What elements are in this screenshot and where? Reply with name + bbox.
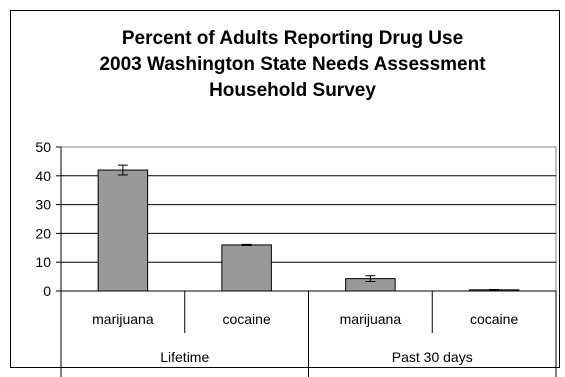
chart-title-line-3: Household Survey xyxy=(209,80,376,101)
y-tick-label: 50 xyxy=(35,139,51,155)
x-category-label: cocaine xyxy=(222,311,270,327)
x-group-label: Lifetime xyxy=(160,349,209,365)
chart-title-line-1: Percent of Adults Reporting Drug Use xyxy=(121,28,464,49)
y-tick-label: 30 xyxy=(35,197,51,213)
x-category-label: marijuana xyxy=(340,311,402,327)
bar xyxy=(221,244,272,292)
x-category-label: marijuana xyxy=(92,311,154,327)
bar xyxy=(97,169,149,292)
y-tick-label: 40 xyxy=(35,168,51,184)
chart-title-line-2: 2003 Washington State Needs Assessment xyxy=(99,54,486,75)
x-group-label: Past 30 days xyxy=(392,349,473,365)
y-tick-label: 20 xyxy=(35,225,51,241)
x-category-label: cocaine xyxy=(470,311,518,327)
y-tick-label: 10 xyxy=(35,254,51,270)
y-tick-label: 0 xyxy=(43,283,51,299)
